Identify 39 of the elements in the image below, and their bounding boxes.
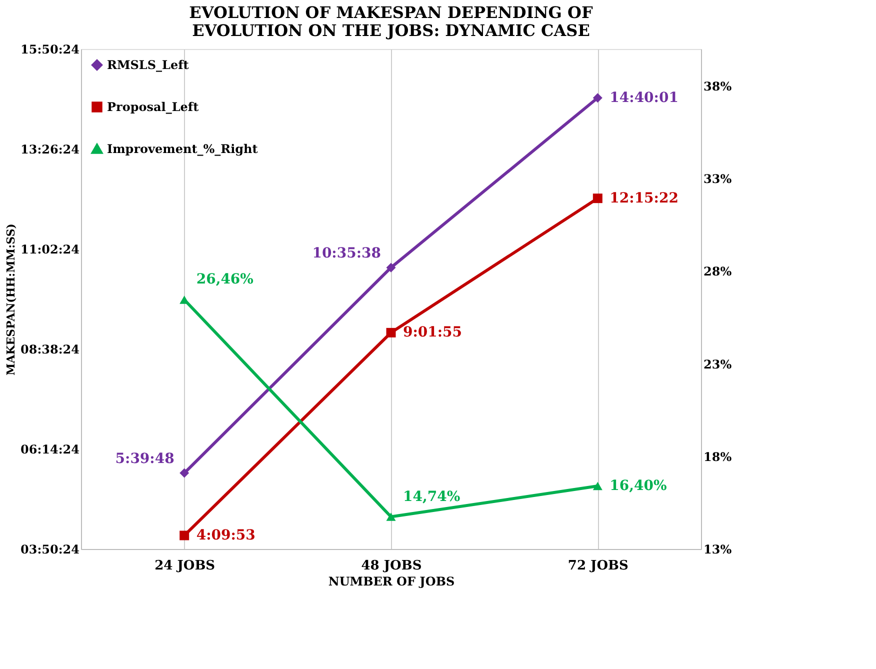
point	[386, 262, 396, 272]
legend-label: RMSLS_Left	[107, 58, 190, 72]
legend-label: Improvement_%_Right	[107, 142, 258, 156]
y2-tick-label: 28%	[704, 264, 732, 279]
y-tick-label: 03:50:24	[20, 542, 80, 556]
y2-tick-label: 18%	[704, 450, 732, 464]
x-axis-title: NUMBER OF JOBS	[328, 574, 455, 588]
x-tick-label: 48 JOBS	[361, 558, 422, 574]
point	[386, 512, 396, 521]
y-tick-label: 08:38:24	[20, 342, 80, 356]
y2-tick-label: 33%	[704, 172, 732, 186]
y-tick-label: 06:14:24	[20, 442, 80, 456]
data-label: 16,40%	[610, 478, 667, 494]
y-tick-label: 15:50:24	[20, 42, 80, 56]
y-tick-label: 13:26:24	[20, 142, 80, 156]
data-label: 26,46%	[196, 272, 254, 288]
point	[180, 296, 190, 304]
y-tick-label: 11:02:24	[20, 242, 80, 256]
y2-tick-label: 38%	[704, 80, 732, 94]
chart-title: EVOLUTION OF MAKESPAN DEPENDING OF EVOLUTION ON THE JOBS: DYNAMIC CASE	[189, 3, 594, 40]
point	[180, 530, 190, 540]
data-label: 14,74%	[403, 488, 460, 505]
data-label: 5:39:48	[115, 451, 174, 468]
x-tick-label: 72 JOBS	[568, 558, 628, 574]
data-label: 12:15:22	[610, 190, 678, 206]
data-label: 14:40:01	[610, 90, 678, 106]
point	[592, 482, 602, 490]
data-label: 9:01:55	[403, 324, 462, 341]
y2-tick-label: 23%	[704, 357, 732, 372]
x-tick-label: 24 JOBS	[154, 558, 216, 574]
point	[180, 468, 190, 478]
point	[592, 93, 602, 103]
point	[386, 328, 396, 338]
data-label: 10:35:38	[312, 246, 381, 262]
point	[592, 194, 602, 204]
y-axis-title: MAKESPAN(HH:MM:SS)	[4, 224, 18, 376]
legend-label: Proposal_Left	[107, 100, 200, 114]
data-label: 4:09:53	[196, 527, 256, 544]
y2-tick-label: 13%	[704, 542, 732, 556]
